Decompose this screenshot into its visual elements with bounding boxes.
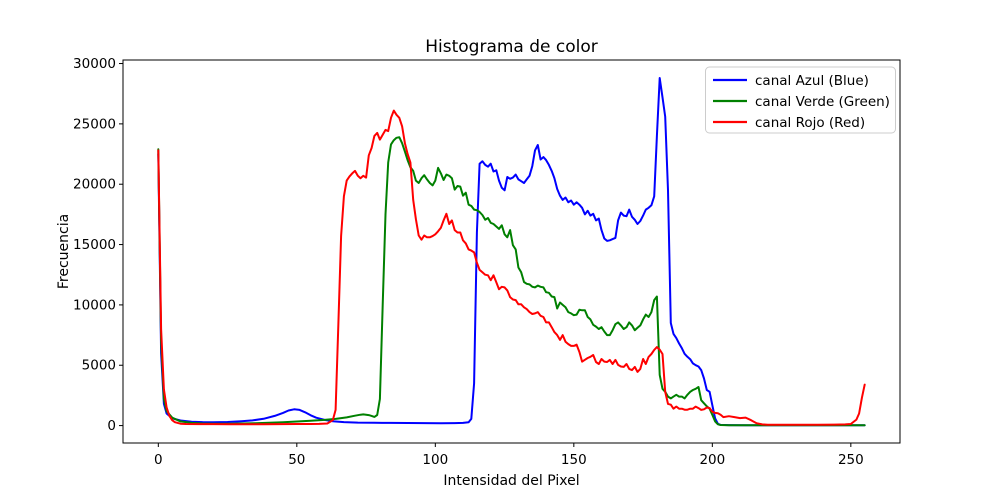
y-tick-label: 15000 [73, 237, 116, 253]
x-tick-label: 250 [838, 452, 864, 468]
x-axis-label: Intensidad del Pixel [443, 473, 579, 489]
legend-entries: canal Azul (Blue) canal Verde (Green) cana… [713, 73, 890, 131]
y-tick-label: 10000 [73, 297, 116, 313]
chart-title: Histograma de color [425, 37, 598, 57]
x-tick-label: 150 [561, 452, 587, 468]
x-axis-ticks: 0 50 100 150 200 250 [154, 443, 864, 468]
y-axis-label: Frecuencia [56, 214, 72, 289]
y-tick-label: 0 [107, 418, 116, 434]
x-tick-label: 100 [422, 452, 448, 468]
legend-label-0: canal Azul (Blue) [755, 73, 869, 89]
y-tick-label: 25000 [73, 116, 116, 132]
x-tick-label: 50 [288, 452, 305, 468]
x-tick-label: 0 [154, 452, 163, 468]
legend-label-2: canal Rojo (Red) [755, 115, 865, 131]
y-tick-label: 20000 [73, 177, 116, 193]
y-tick-label: 30000 [73, 56, 116, 72]
legend-box [705, 66, 896, 134]
series-lines [157, 77, 866, 427]
legend-label-1: canal Verde (Green) [755, 94, 890, 110]
series-line-2 [157, 109, 866, 426]
legend: canal Azul (Blue) canal Verde (Green) cana… [705, 66, 896, 134]
y-tick-label: 5000 [82, 358, 116, 374]
y-axis-ticks: 0 5000 10000 15000 20000 25000 30000 [73, 56, 123, 434]
series-line-1 [157, 136, 866, 427]
x-tick-label: 200 [699, 452, 725, 468]
